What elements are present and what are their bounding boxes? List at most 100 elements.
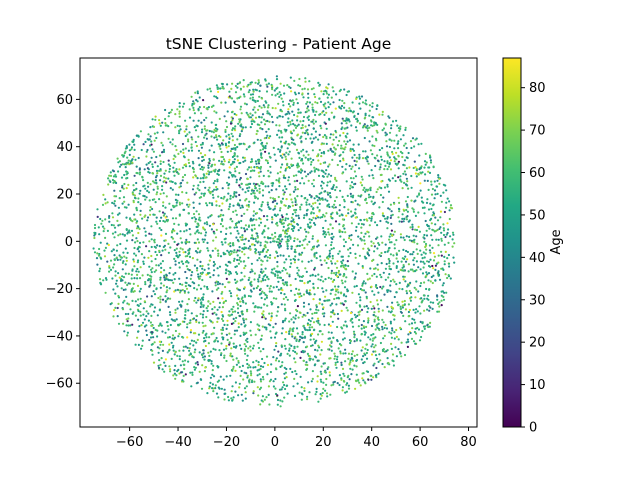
scatter-point <box>214 247 217 250</box>
scatter-point <box>390 222 393 225</box>
scatter-point <box>240 130 243 133</box>
scatter-point <box>197 184 200 187</box>
scatter-point <box>363 123 366 126</box>
scatter-point <box>209 302 212 305</box>
scatter-point <box>430 234 433 237</box>
scatter-point <box>295 214 298 217</box>
scatter-point <box>285 240 288 243</box>
scatter-point <box>431 264 434 268</box>
scatter-point <box>363 255 366 258</box>
scatter-point <box>228 203 232 206</box>
scatter-point <box>137 134 140 137</box>
scatter-point <box>222 214 225 217</box>
scatter-point <box>281 163 284 166</box>
scatter-point <box>103 255 107 258</box>
scatter-point <box>337 252 340 255</box>
scatter-point <box>214 384 217 387</box>
scatter-point <box>219 213 222 216</box>
scatter-point <box>227 281 230 284</box>
scatter-point <box>381 200 384 204</box>
scatter-point <box>185 276 188 280</box>
scatter-point <box>440 200 443 203</box>
scatter-point <box>307 179 310 182</box>
scatter-point <box>441 267 444 270</box>
scatter-point <box>364 199 367 202</box>
scatter-point <box>447 262 451 265</box>
scatter-point <box>236 254 239 257</box>
scatter-point <box>180 371 183 374</box>
scatter-point <box>239 186 242 189</box>
scatter-point <box>283 396 286 399</box>
scatter-point <box>240 393 243 396</box>
scatter-point <box>231 355 234 358</box>
scatter-point <box>147 170 150 174</box>
scatter-point <box>301 124 304 127</box>
scatter-point <box>173 336 176 339</box>
scatter-point <box>224 128 227 132</box>
scatter-point <box>174 263 177 266</box>
scatter-point <box>401 300 404 303</box>
scatter-point <box>281 289 284 292</box>
scatter-point <box>256 236 259 239</box>
scatter-point <box>376 224 379 227</box>
scatter-point <box>356 203 359 206</box>
scatter-point <box>280 97 283 100</box>
scatter-point <box>187 140 190 143</box>
scatter-point <box>202 325 205 328</box>
scatter-point <box>436 298 439 301</box>
scatter-point <box>423 179 426 182</box>
scatter-point <box>224 299 227 302</box>
scatter-point <box>375 366 378 370</box>
scatter-point <box>228 273 231 276</box>
scatter-point <box>321 187 324 190</box>
scatter-point <box>338 154 341 157</box>
scatter-point <box>314 101 317 104</box>
scatter-point <box>429 251 432 254</box>
scatter-point <box>284 347 287 350</box>
scatter-point <box>380 180 383 183</box>
scatter-point <box>402 248 405 251</box>
scatter-point <box>306 243 309 246</box>
scatter-point <box>142 241 145 244</box>
scatter-point <box>273 256 277 259</box>
scatter-point <box>319 100 323 103</box>
scatter-point <box>230 87 233 90</box>
scatter-point <box>447 274 450 277</box>
scatter-point <box>414 332 418 335</box>
scatter-point <box>326 204 329 207</box>
scatter-point <box>242 321 246 324</box>
scatter-point <box>150 324 154 327</box>
scatter-point <box>285 187 288 191</box>
scatter-point <box>125 324 128 327</box>
scatter-point <box>355 338 358 341</box>
scatter-point <box>184 308 187 311</box>
scatter-point <box>273 213 276 217</box>
scatter-point <box>246 362 249 366</box>
scatter-point <box>133 213 136 216</box>
scatter-point <box>231 135 234 138</box>
scatter-point <box>382 337 385 340</box>
scatter-point <box>331 237 334 241</box>
scatter-point <box>410 337 414 340</box>
scatter-point <box>197 273 200 276</box>
scatter-point <box>419 284 422 288</box>
scatter-point <box>274 273 277 276</box>
scatter-point <box>433 197 436 200</box>
scatter-point <box>263 326 266 329</box>
scatter-point <box>256 189 259 192</box>
scatter-point <box>296 345 299 348</box>
scatter-point <box>414 166 417 169</box>
scatter-point <box>155 253 159 257</box>
scatter-point <box>177 223 180 226</box>
scatter-point <box>273 197 276 201</box>
scatter-point <box>131 234 134 237</box>
scatter-point <box>267 185 270 188</box>
scatter-point <box>263 398 266 401</box>
scatter-point <box>416 195 419 198</box>
scatter-point <box>233 329 237 332</box>
scatter-point <box>158 347 161 350</box>
scatter-point <box>192 119 195 122</box>
scatter-point <box>178 332 181 335</box>
scatter-point <box>374 157 377 160</box>
scatter-point <box>95 257 99 260</box>
